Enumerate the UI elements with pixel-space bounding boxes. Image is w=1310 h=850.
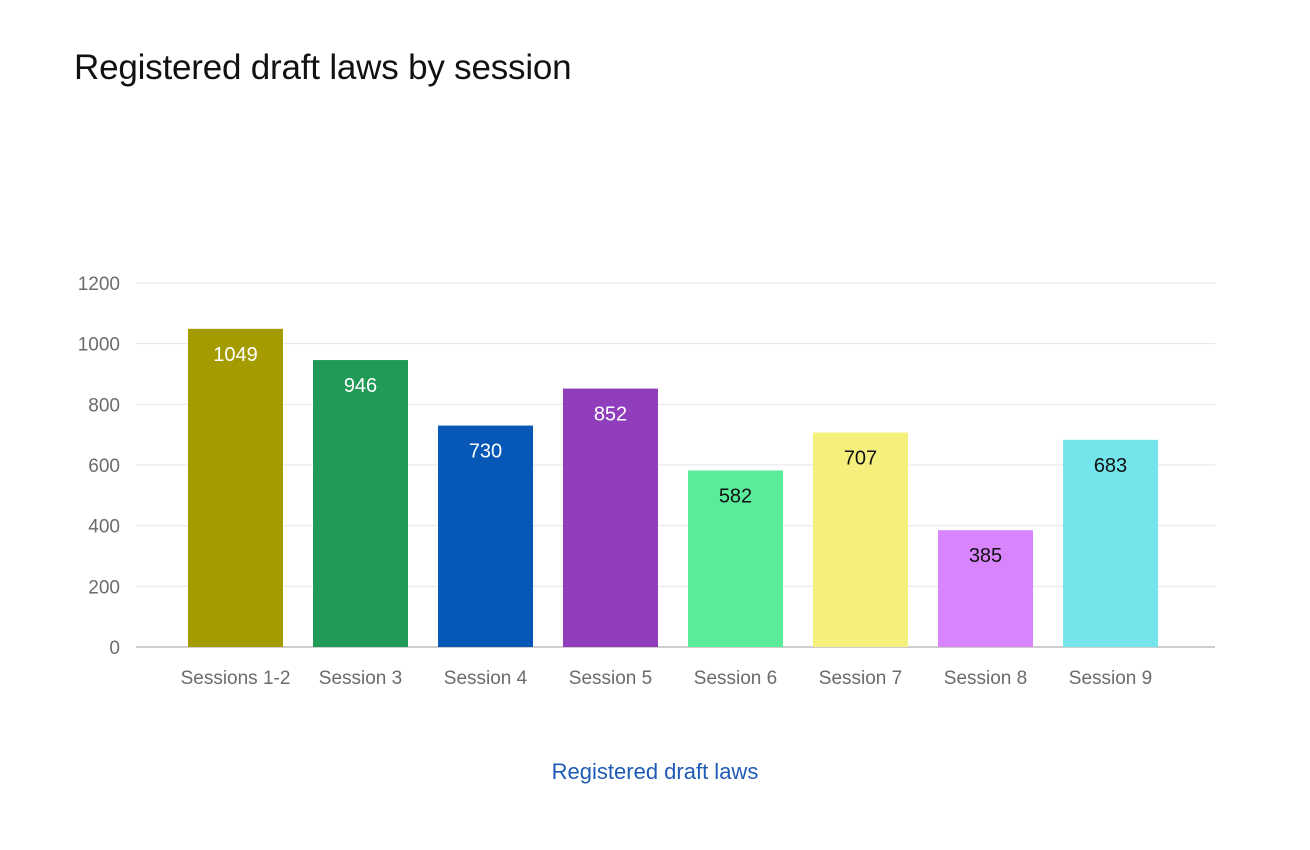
x-axis-ticks: Sessions 1-2 Session 3 Session 4 Session 5 S… bbox=[181, 668, 1153, 689]
y-tick-label: 800 bbox=[88, 395, 120, 416]
y-tick-label: 1000 bbox=[78, 335, 120, 356]
bar-value-label: 1049 bbox=[213, 344, 258, 366]
bar bbox=[438, 425, 533, 647]
x-tick-label: Session 4 bbox=[444, 668, 528, 689]
y-tick-label: 200 bbox=[88, 577, 120, 598]
bar-value-labels: 1049 946 730 852 582 707 385 683 bbox=[213, 344, 1127, 567]
bar bbox=[1063, 439, 1158, 647]
x-tick-label: Session 5 bbox=[569, 668, 652, 689]
y-axis-ticks: 0 200 400 600 800 1000 1200 bbox=[78, 274, 120, 659]
y-tick-label: 400 bbox=[88, 517, 120, 538]
bar-value-label: 582 bbox=[719, 485, 752, 507]
bars bbox=[188, 328, 1158, 647]
bar bbox=[188, 328, 283, 647]
bar-value-label: 385 bbox=[969, 545, 1002, 567]
x-tick-label: Session 9 bbox=[1069, 668, 1152, 689]
x-tick-label: Session 6 bbox=[694, 668, 777, 689]
bar-value-label: 707 bbox=[844, 448, 877, 470]
x-tick-label: Session 7 bbox=[819, 668, 902, 689]
legend-series-label: Registered draft laws bbox=[551, 759, 759, 784]
gridlines bbox=[136, 282, 1215, 648]
x-tick-label: Sessions 1-2 bbox=[181, 668, 291, 689]
chart-title: Registered draft laws by session bbox=[74, 48, 572, 87]
bar bbox=[813, 432, 908, 647]
y-tick-label: 0 bbox=[109, 638, 120, 659]
bar bbox=[313, 360, 408, 647]
bar-value-label: 683 bbox=[1094, 455, 1127, 477]
bar bbox=[688, 470, 783, 647]
bar-value-label: 852 bbox=[594, 404, 627, 426]
bar-value-label: 946 bbox=[344, 375, 377, 397]
bar bbox=[938, 530, 1033, 647]
y-tick-label: 1200 bbox=[78, 274, 120, 295]
bar-value-label: 730 bbox=[469, 441, 502, 463]
x-tick-label: Session 8 bbox=[944, 668, 1027, 689]
x-tick-label: Session 3 bbox=[319, 668, 402, 689]
y-tick-label: 600 bbox=[88, 456, 120, 477]
bar bbox=[563, 388, 658, 647]
